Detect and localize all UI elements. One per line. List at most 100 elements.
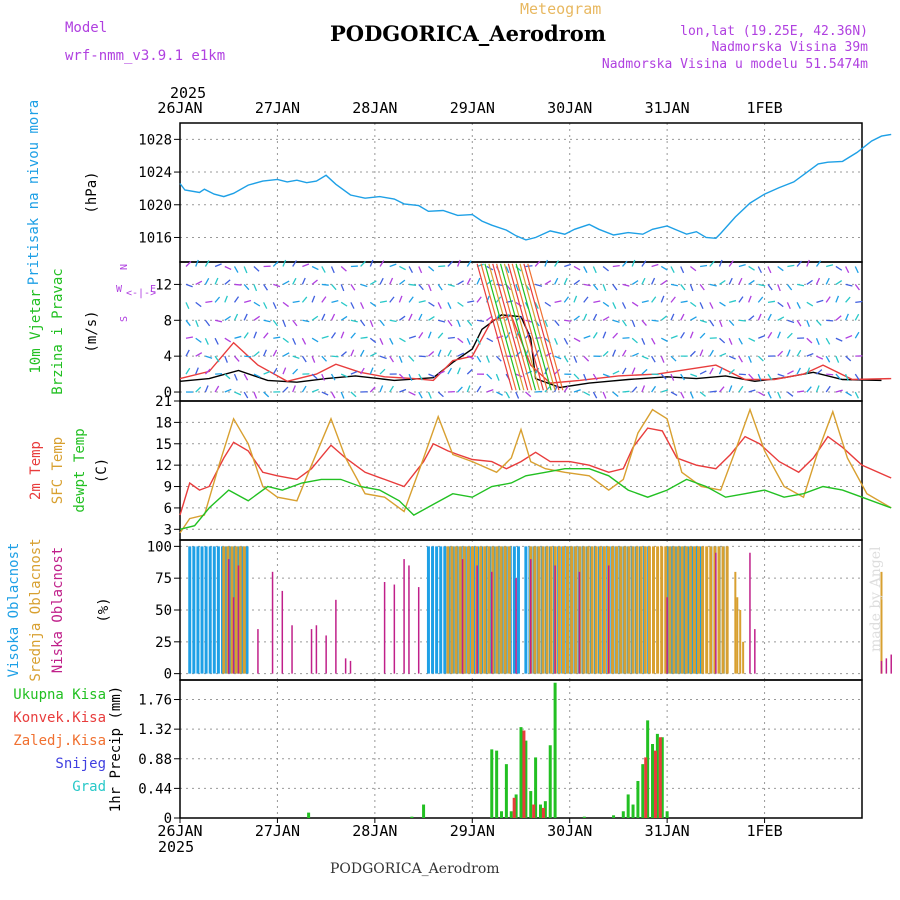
wind-barb (389, 355, 395, 363)
wind-barb (515, 350, 522, 357)
wind-barb (507, 263, 544, 391)
wind-barb (369, 367, 374, 375)
wind-barb (311, 373, 318, 380)
wind-barb (554, 337, 558, 345)
x-tick-label-top: 27JAN (255, 99, 300, 117)
wind-barb (292, 260, 297, 267)
wind-barb (399, 337, 406, 343)
wind-barb (243, 332, 249, 339)
wind-barb (573, 355, 578, 363)
wind-barb (534, 302, 539, 309)
wind-barb (311, 315, 319, 321)
wind-barb (835, 373, 842, 380)
wind-barb (389, 263, 397, 268)
wind-barb (593, 300, 601, 303)
wind-barb (204, 385, 209, 393)
wind-barb (408, 313, 413, 321)
precip-legend-item: Grad (72, 779, 106, 795)
wind-barb (418, 391, 423, 399)
wind-barb (612, 319, 620, 323)
wind-barb (340, 265, 347, 272)
wind-barb (825, 296, 831, 303)
wind-barb (243, 283, 250, 291)
wind-barb (273, 283, 281, 288)
wind-barb (573, 389, 581, 393)
wind-barb (767, 284, 773, 291)
wind-barb (660, 355, 665, 363)
y-tick-label: 3 (164, 522, 172, 538)
wind-barb (486, 389, 494, 393)
wind-barb (515, 373, 523, 378)
wind-barb (660, 295, 665, 303)
x-tick-label-bottom: 28JAN (352, 822, 397, 840)
wind-barb (651, 263, 659, 268)
wind-barb (224, 355, 228, 363)
wind-barb (185, 261, 192, 267)
wind-barb (204, 260, 210, 267)
wind-barb (340, 373, 348, 378)
precip-legend-item: Snijeg (55, 756, 106, 772)
wind-barb (777, 373, 785, 378)
wind-barb (660, 265, 668, 271)
precip-legend-item: Zaledj.Kisa (13, 733, 106, 749)
wind-barb (437, 302, 442, 309)
y-tick-label: 100 (147, 539, 172, 555)
wind-barb (263, 332, 269, 339)
wind-barb (728, 277, 733, 285)
wind-barb (233, 266, 239, 273)
wind-barb (660, 279, 668, 285)
wind-barb (292, 300, 300, 303)
wind-barb (826, 264, 834, 268)
wind-barb (670, 335, 678, 339)
wind-barb (428, 301, 435, 307)
y-axis-label: dewpt Temp (72, 428, 88, 512)
wind-barb (651, 385, 657, 393)
wind-barb (728, 385, 733, 393)
wind-barb (806, 386, 812, 393)
wind-barb (700, 264, 708, 268)
wind-barb (583, 313, 588, 321)
wind-barb (331, 283, 337, 291)
wind-barb (398, 279, 406, 285)
wind-barb (767, 391, 772, 399)
y-axis-label: Pritisak na nivou mora (26, 100, 42, 285)
wind-barb (622, 260, 628, 267)
y-tick-label: 75 (155, 571, 172, 587)
wind-barb (651, 355, 656, 363)
wind-barb (612, 370, 620, 375)
wind-barb (699, 332, 706, 339)
wind-barb (534, 260, 541, 267)
wind-barb (195, 301, 202, 308)
precip-legend-item: Konvek.Kisa (13, 710, 106, 726)
wind-barb (447, 349, 452, 357)
wind-barb (340, 301, 348, 307)
wind-barb (185, 336, 194, 339)
wind-barb (728, 319, 735, 326)
wind-barb (816, 319, 822, 326)
wind-barb (476, 355, 482, 363)
x-tick-label-bottom: 27JAN (255, 822, 300, 840)
wind-barb (495, 373, 500, 381)
y-tick-label: 0.44 (138, 781, 172, 797)
wind-barb (564, 263, 572, 268)
wind-barb (302, 263, 310, 268)
wind-barb (592, 391, 598, 399)
wind-barb (185, 349, 190, 357)
wind-barb (447, 367, 452, 375)
wind-barb (748, 373, 754, 380)
series-line (179, 133, 892, 241)
wind-barb (340, 391, 345, 399)
wind-barb (224, 388, 232, 393)
y-tick-label: 4 (164, 349, 172, 365)
wind-barb (408, 355, 415, 362)
wind-barb (321, 296, 327, 303)
wind-barb (757, 296, 764, 303)
wind-barb (631, 386, 638, 393)
wind-barb (544, 280, 552, 285)
wind-barb (330, 266, 335, 274)
wind-barb (699, 349, 704, 357)
y-axis-label: Brzina i Pravac (50, 268, 66, 394)
compass-arrows: <-|-> (126, 288, 156, 299)
wind-barb (418, 266, 423, 274)
x-tick-label-top: 30JAN (547, 99, 592, 117)
